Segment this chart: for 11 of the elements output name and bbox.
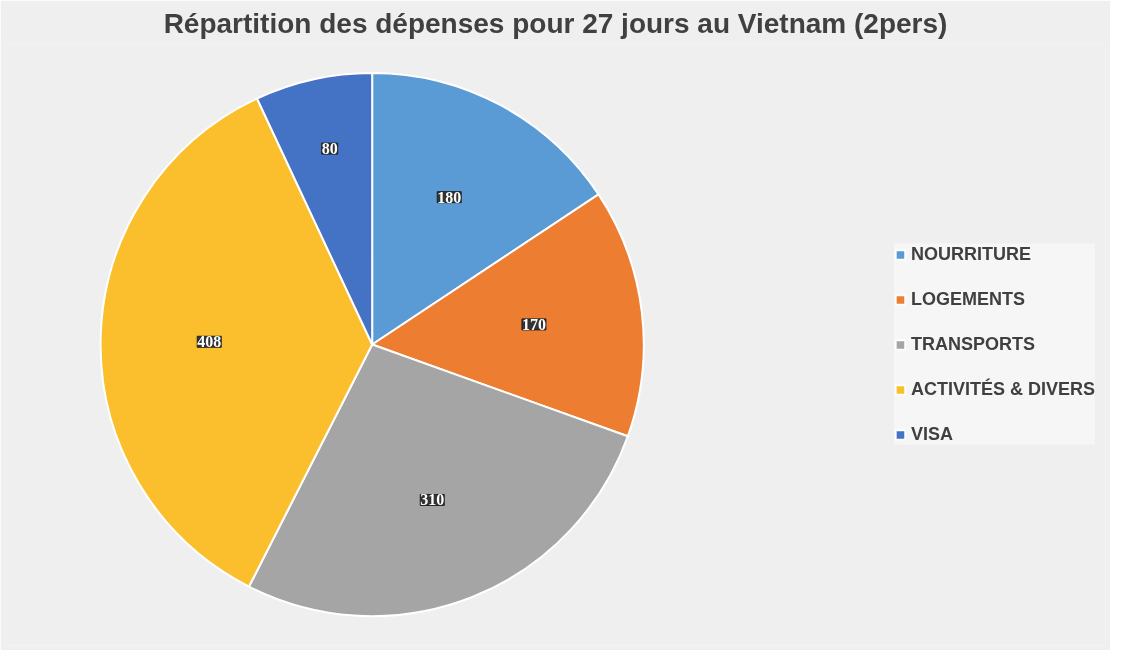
- legend-label: LOGEMENTS: [910, 288, 1025, 310]
- legend-label: NOURRITURE: [910, 243, 1031, 265]
- chart-title: Répartition des dépenses pour 27 jours au Vietnam (2pers): [163, 7, 948, 39]
- data-label: 80: [321, 140, 338, 158]
- legend-label: TRANSPORTS: [910, 333, 1035, 355]
- data-label: 170: [521, 315, 546, 333]
- data-label: 310: [420, 491, 445, 509]
- legend-label: ACTIVITÉS & DIVERS: [910, 378, 1095, 400]
- data-label: 180: [437, 188, 462, 206]
- legend-label: VISA: [910, 423, 953, 445]
- data-label: 408: [197, 333, 222, 351]
